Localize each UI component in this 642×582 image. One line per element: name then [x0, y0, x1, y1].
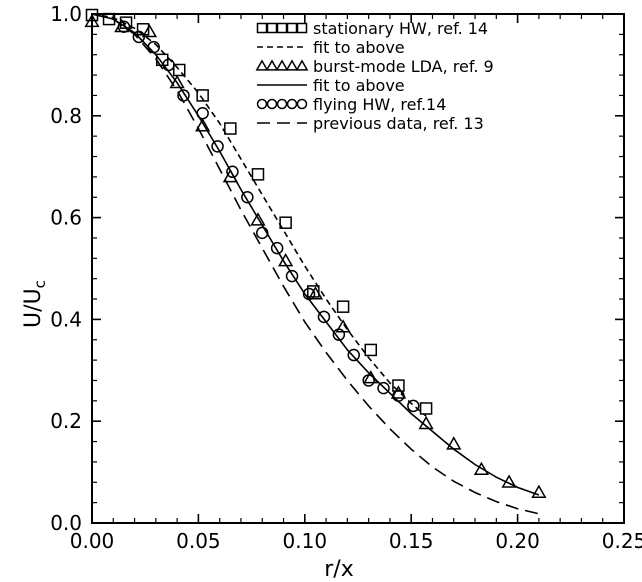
series-2-triangle-point — [418, 415, 434, 430]
series-4-circle-point — [132, 30, 146, 44]
legend-marker-0 — [276, 22, 288, 34]
legend-marker-4 — [266, 98, 278, 110]
series-0-square-point — [419, 402, 433, 415]
legend-marker-2 — [265, 59, 279, 71]
plot-frame — [91, 13, 625, 524]
series-3-line — [91, 13, 540, 496]
series-2-triangle-point — [278, 253, 294, 267]
series-0-square-point — [136, 23, 150, 36]
series-2-triangle-point — [531, 484, 547, 498]
series-0-square-point — [336, 300, 350, 313]
series-4-circle-point — [226, 165, 239, 179]
series-5-line — [91, 13, 540, 515]
legend-marker-2 — [285, 59, 299, 71]
x-tick-label: 0.20 — [495, 529, 540, 553]
series-4-circle-point — [117, 20, 131, 33]
series-2-triangle-point — [501, 474, 517, 488]
series-2-triangle-point — [363, 370, 379, 384]
series-4-circle-point — [407, 399, 420, 413]
legend-label-3: fit to above — [313, 76, 405, 95]
legend-label-2: burst-mode LDA, ref. 9 — [313, 57, 494, 76]
series-2-triangle-point — [446, 436, 462, 450]
legend-marker-4 — [276, 98, 288, 110]
series-4-circle-point — [392, 389, 405, 402]
y-tick-label: 0.0 — [50, 511, 82, 535]
y-tick-label: 0.4 — [50, 307, 82, 331]
series-4-circle-point — [270, 241, 284, 255]
legend-label-5: previous data, ref. 13 — [313, 114, 484, 133]
series-0-square-point — [251, 168, 265, 181]
legend-marker-0 — [296, 22, 308, 34]
x-tick-label: 0.25 — [602, 529, 642, 553]
series-4-circle-point — [302, 287, 316, 301]
series-0-square-point — [172, 63, 186, 77]
series-4-circle-point — [162, 58, 175, 72]
x-axis-title: r/x — [324, 557, 353, 582]
series-4-circle-point — [362, 374, 375, 387]
series-4-circle-point — [347, 348, 360, 362]
series-0-square-point — [102, 12, 116, 26]
series-0-square-point — [364, 343, 378, 357]
legend-marker-4 — [296, 98, 308, 110]
series-4-circle-point — [255, 226, 269, 240]
series-2-triangle-point — [307, 286, 324, 300]
legend-marker-4 — [256, 98, 268, 110]
x-tick-label: 0.00 — [70, 529, 115, 553]
series-4-circle-point — [317, 310, 331, 324]
series-4-circle-point — [241, 190, 254, 204]
y-tick-label: 1.0 — [50, 2, 82, 26]
series-2-triangle-point — [84, 13, 100, 28]
series-0-square-point — [392, 379, 405, 392]
series-2-triangle-point — [250, 212, 266, 226]
y-axis-title: U/Uc — [21, 280, 49, 328]
y-axis-title-main: U/U — [21, 288, 46, 328]
series-4-circle-point — [147, 40, 160, 54]
x-tick-label: 0.05 — [176, 529, 221, 553]
series-1-line — [91, 13, 427, 417]
legend-marker-4 — [286, 98, 298, 110]
y-axis-title-subscript: c — [31, 280, 49, 288]
y-tick-label: 0.8 — [50, 104, 82, 128]
series-2-triangle-point — [390, 385, 407, 399]
legend-label-1: fit to above — [313, 38, 405, 57]
legend-label-0: stationary HW, ref. 14 — [313, 19, 488, 38]
series-0-square-point — [196, 89, 209, 102]
legend-marker-2 — [295, 59, 309, 71]
legend-label-4: flying HW, ref.14 — [313, 95, 446, 114]
series-2-triangle-point — [222, 169, 238, 183]
series-0-square-point — [85, 8, 99, 22]
y-tick-label: 0.2 — [50, 409, 82, 433]
series-4-circle-point — [177, 89, 190, 102]
legend-marker-2 — [255, 59, 269, 71]
series-4-circle-point — [377, 381, 390, 395]
x-tick-label: 0.10 — [283, 529, 328, 553]
series-4-circle-point — [211, 140, 224, 153]
series-2-triangle-point — [141, 23, 158, 38]
legend-marker-0 — [266, 22, 278, 34]
legend-marker-0 — [256, 22, 268, 34]
x-tick-label: 0.15 — [389, 529, 434, 553]
series-4-circle-point — [332, 328, 346, 341]
series-4-circle-point — [196, 107, 209, 120]
series-0-square-point — [224, 122, 237, 135]
legend-marker-0 — [286, 22, 298, 34]
series-2-triangle-point — [473, 461, 490, 476]
series-4-circle-point — [285, 269, 299, 283]
series-0-square-point — [279, 216, 292, 229]
series-2-triangle-point — [195, 118, 211, 132]
y-tick-label: 0.6 — [50, 206, 82, 230]
series-2-triangle-point — [169, 74, 185, 89]
legend-marker-2 — [275, 59, 289, 71]
